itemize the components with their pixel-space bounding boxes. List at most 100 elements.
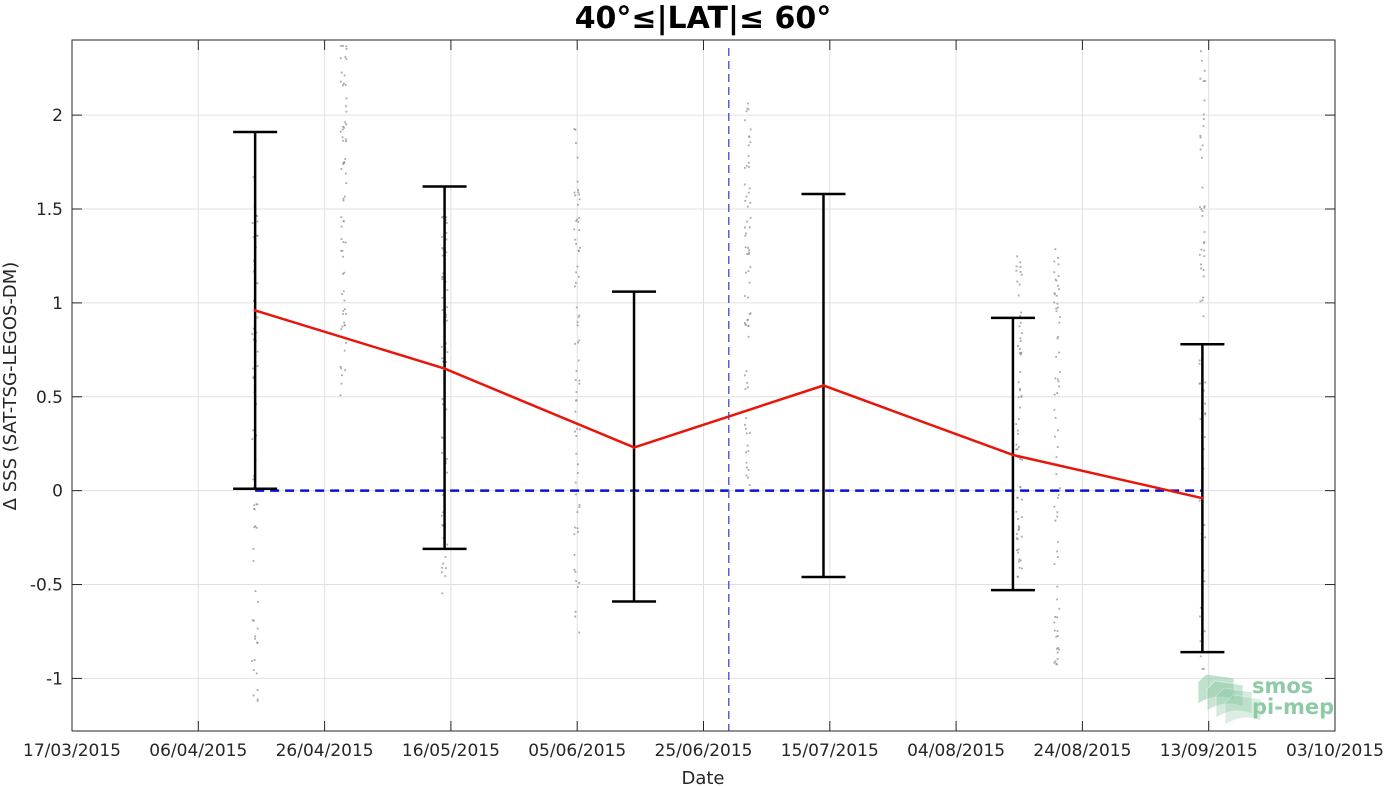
scatter-point	[1204, 412, 1207, 415]
scatter-point	[1019, 261, 1022, 264]
scatter-point	[748, 251, 750, 254]
scatter-point	[1019, 353, 1022, 356]
scatter-point	[252, 236, 255, 239]
scatter-point	[444, 342, 447, 345]
scatter-point	[576, 180, 579, 183]
scatter-point	[1015, 443, 1018, 446]
scatter-point	[747, 144, 750, 147]
scatter-point	[1018, 558, 1021, 561]
scatter-point	[1056, 585, 1059, 588]
scatter-point	[1200, 267, 1202, 270]
scatter-point	[1019, 389, 1022, 392]
scatter-point	[575, 271, 578, 274]
scatter-point	[1198, 499, 1201, 502]
scatter-point	[747, 476, 750, 479]
scatter-point	[745, 195, 748, 198]
scatter-point	[746, 220, 749, 223]
scatter-point	[573, 228, 576, 231]
scatter-point	[749, 201, 752, 204]
logo-wave-shape	[1197, 673, 1235, 705]
scatter-point	[1203, 69, 1206, 72]
scatter-point	[1203, 524, 1206, 526]
scatter-point	[1200, 263, 1202, 266]
scatter-point	[578, 339, 580, 342]
scatter-point	[574, 285, 576, 288]
scatter-point	[444, 575, 447, 577]
scatter-point	[577, 220, 580, 223]
scatter-point	[1055, 456, 1058, 459]
scatter-point	[1017, 525, 1020, 528]
series	[233, 130, 1225, 654]
x-tick-label: 06/04/2015	[149, 741, 247, 761]
scatter-point	[1018, 418, 1020, 420]
scatter-point	[446, 319, 448, 322]
scatter-point	[1058, 489, 1061, 492]
scatter-point	[1054, 519, 1057, 522]
scatter-point	[743, 166, 746, 169]
scatter-point	[440, 514, 443, 517]
scatter-point	[577, 530, 579, 533]
scatter-point	[342, 44, 344, 47]
scatter-point	[253, 504, 256, 507]
scatter-point	[1056, 616, 1059, 619]
scatter-point	[1053, 393, 1056, 396]
scatter-point	[252, 429, 255, 432]
scatter-point	[746, 205, 749, 208]
scatter-point	[747, 450, 750, 453]
scatter-point	[1016, 255, 1019, 258]
scatter-point	[445, 457, 448, 460]
scatter-point	[345, 182, 348, 185]
scatter-point	[1015, 510, 1018, 513]
scatter-point	[442, 562, 445, 565]
scatter-point	[1055, 356, 1058, 358]
scatter-point	[344, 172, 347, 175]
x-tick-label: 03/10/2015	[1286, 741, 1384, 761]
scatter-point	[1016, 448, 1019, 451]
scatter-point	[1202, 275, 1205, 278]
scatter-point	[1018, 352, 1021, 354]
scatter-point	[1019, 337, 1022, 340]
scatter-point	[441, 296, 444, 299]
grid	[72, 40, 1335, 731]
scatter-point	[1201, 299, 1204, 302]
scatter-point	[574, 610, 577, 613]
y-tick-label: -1	[46, 669, 63, 689]
scatter-point	[574, 342, 577, 345]
scatter-point	[256, 234, 259, 237]
scatter-point	[746, 444, 749, 447]
scatter-point	[252, 327, 255, 330]
scatter-point	[1056, 556, 1059, 558]
scatter-point	[340, 216, 343, 219]
x-tick-label: 13/09/2015	[1160, 741, 1258, 761]
scatter-point	[575, 370, 578, 372]
scatter-point	[256, 220, 259, 223]
scatter-point	[1202, 296, 1205, 299]
scatter-point	[577, 191, 580, 194]
scatter-point	[345, 110, 348, 113]
scatter-point	[748, 249, 751, 251]
logo-line1: smos	[1252, 674, 1313, 698]
scatter-point	[441, 451, 443, 454]
reference-lines	[255, 48, 1203, 731]
scatter-point	[1017, 432, 1020, 435]
scatter-point	[1203, 206, 1206, 209]
scatter-point	[578, 314, 581, 317]
scatter-point	[442, 494, 444, 496]
scatter-point	[1198, 359, 1201, 362]
scatter-point	[574, 570, 577, 573]
scatter-point	[446, 543, 449, 546]
scatter-point	[744, 119, 747, 122]
scatter-point	[749, 312, 752, 315]
scatter-point	[745, 417, 748, 420]
scatter-point	[744, 226, 746, 229]
scatter-point	[747, 325, 750, 327]
scatter-point	[1017, 528, 1020, 531]
scatter-point	[1056, 515, 1059, 518]
scatter-point	[1053, 301, 1056, 304]
scatter-point	[578, 250, 580, 253]
scatter-point	[342, 220, 345, 223]
scatter-point	[747, 102, 749, 105]
scatter-point	[1054, 660, 1057, 663]
scatter-point	[1020, 535, 1023, 538]
scatter-point	[251, 438, 254, 440]
